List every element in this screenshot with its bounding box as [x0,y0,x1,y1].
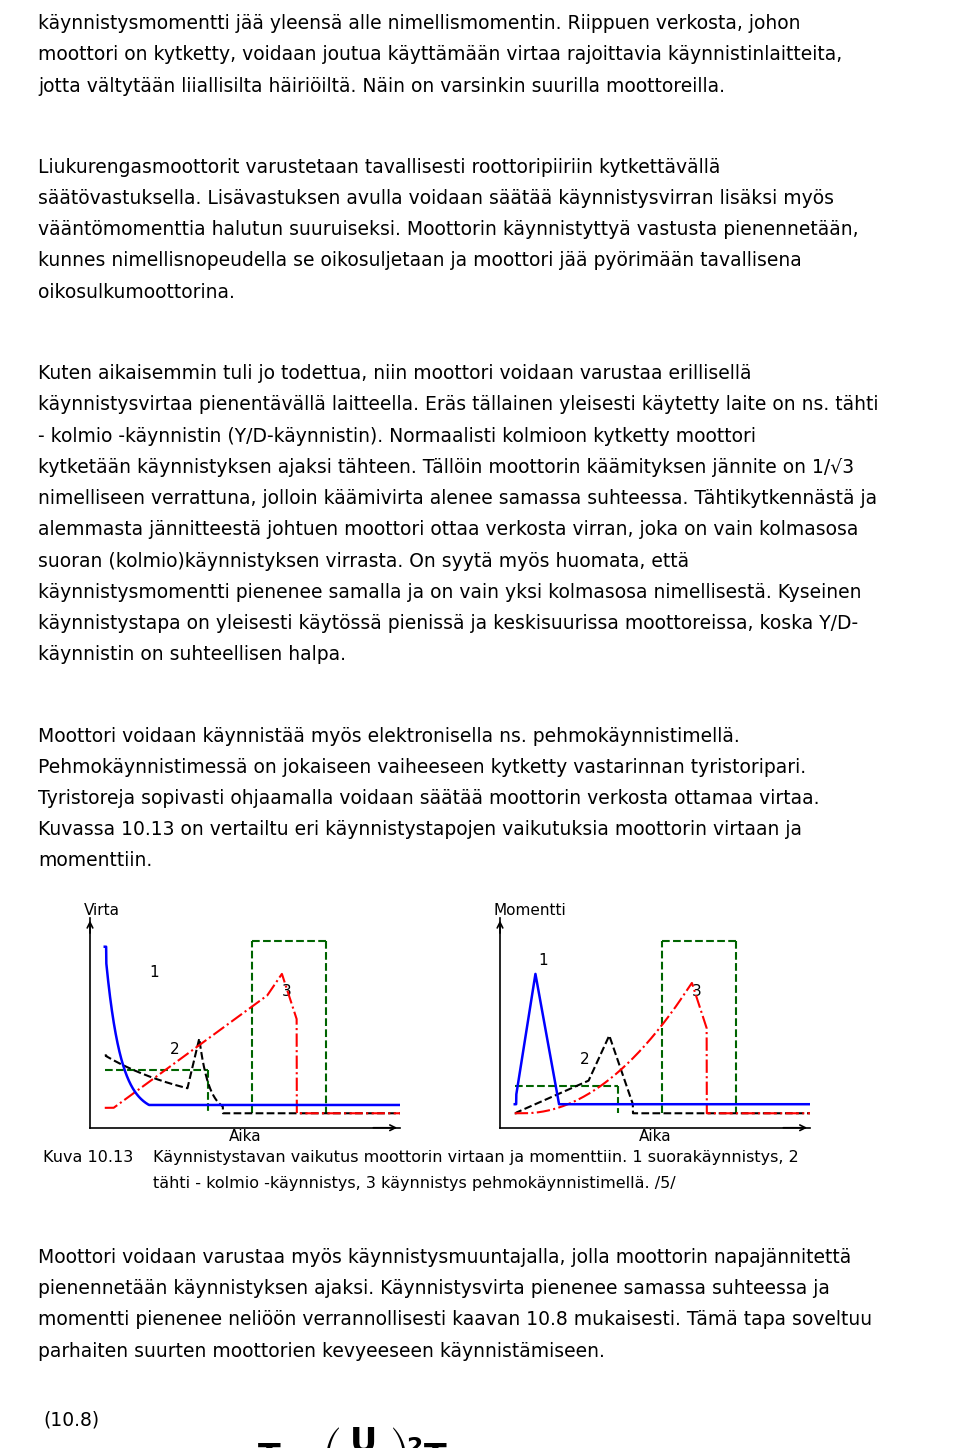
X-axis label: Aika: Aika [638,1129,671,1144]
Text: $\mathbf{T = \left(\dfrac{U}{U_n}\right)^{\!2} T_n}$: $\mathbf{T = \left(\dfrac{U}{U_n}\right)… [256,1425,464,1448]
Text: moottori on kytketty, voidaan joutua käyttämään virtaa rajoittavia käynnistinlai: moottori on kytketty, voidaan joutua käy… [38,45,842,64]
Text: 3: 3 [282,983,292,999]
Text: kytketään käynnistyksen ajaksi tähteen. Tällöin moottorin käämityksen jännite on: kytketään käynnistyksen ajaksi tähteen. … [38,458,854,476]
Text: parhaiten suurten moottorien kevyeeseen käynnistämiseen.: parhaiten suurten moottorien kevyeeseen … [38,1342,605,1361]
Text: momenttiin.: momenttiin. [38,851,153,870]
Text: Kuten aikaisemmin tuli jo todettua, niin moottori voidaan varustaa erillisellä: Kuten aikaisemmin tuli jo todettua, niin… [38,363,752,384]
Text: nimelliseen verrattuna, jolloin käämivirta alenee samassa suhteessa. Tähtikytken: nimelliseen verrattuna, jolloin käämivir… [38,489,877,508]
Text: käynnistysmomentti pienenee samalla ja on vain yksi kolmasosa nimellisestä. Kyse: käynnistysmomentti pienenee samalla ja o… [38,582,861,602]
Text: säätövastuksella. Lisävastuksen avulla voidaan säätää käynnistysvirran lisäksi m: säätövastuksella. Lisävastuksen avulla v… [38,190,834,209]
Text: Käynnistystavan vaikutus moottorin virtaan ja momenttiin. 1 suorakäynnistys, 2: Käynnistystavan vaikutus moottorin virta… [153,1150,799,1164]
Text: kunnes nimellisnopeudella se oikosuljetaan ja moottori jää pyörimään tavallisena: kunnes nimellisnopeudella se oikosuljeta… [38,252,802,271]
Text: vääntömomenttia halutun suuruiseksi. Moottorin käynnistyttyä vastusta pienennetä: vääntömomenttia halutun suuruiseksi. Moo… [38,220,858,239]
Text: 1: 1 [149,966,158,980]
Text: momentti pienenee neliöön verrannollisesti kaavan 10.8 mukaisesti. Tämä tapa sov: momentti pienenee neliöön verrannollises… [38,1310,872,1329]
Text: 2: 2 [580,1053,589,1067]
Text: käynnistysmomentti jää yleensä alle nimellismomentin. Riippuen verkosta, johon: käynnistysmomentti jää yleensä alle nime… [38,14,801,33]
Text: Tyristoreja sopivasti ohjaamalla voidaan säätää moottorin verkosta ottamaa virta: Tyristoreja sopivasti ohjaamalla voidaan… [38,789,820,808]
Text: suoran (kolmio)käynnistyksen virrasta. On syytä myös huomata, että: suoran (kolmio)käynnistyksen virrasta. O… [38,552,689,571]
Text: oikosulkumoottorina.: oikosulkumoottorina. [38,282,235,301]
Text: (10.8): (10.8) [43,1410,99,1429]
Text: - kolmio -käynnistin (Y/D-käynnistin). Normaalisti kolmioon kytketty moottori: - kolmio -käynnistin (Y/D-käynnistin). N… [38,427,756,446]
Text: Moottori voidaan käynnistää myös elektronisella ns. pehmokäynnistimellä.: Moottori voidaan käynnistää myös elektro… [38,727,740,746]
Text: 1: 1 [539,953,548,967]
Text: Moottori voidaan varustaa myös käynnistysmuuntajalla, jolla moottorin napajännit: Moottori voidaan varustaa myös käynnisty… [38,1248,852,1267]
Text: käynnistin on suhteellisen halpa.: käynnistin on suhteellisen halpa. [38,646,346,665]
Text: tähti - kolmio -käynnistys, 3 käynnistys pehmokäynnistimellä. /5/: tähti - kolmio -käynnistys, 3 käynnistys… [153,1176,676,1192]
Text: Pehmokäynnistimessä on jokaiseen vaiheeseen kytketty vastarinnan tyristoripari.: Pehmokäynnistimessä on jokaiseen vaihees… [38,757,806,776]
Text: Momentti: Momentti [493,902,566,918]
Text: 2: 2 [170,1041,180,1057]
Text: käynnistysvirtaa pienentävällä laitteella. Eräs tällainen yleisesti käytetty lai: käynnistysvirtaa pienentävällä laitteell… [38,395,878,414]
Text: pienennetään käynnistyksen ajaksi. Käynnistysvirta pienenee samassa suhteessa ja: pienennetään käynnistyksen ajaksi. Käynn… [38,1279,829,1297]
Text: Kuva 10.13: Kuva 10.13 [43,1150,133,1164]
Text: Liukurengasmoottorit varustetaan tavallisesti roottoripiiriin kytkettävällä: Liukurengasmoottorit varustetaan tavalli… [38,158,720,177]
Text: Virta: Virta [84,902,120,918]
Text: alemmasta jännitteestä johtuen moottori ottaa verkosta virran, joka on vain kolm: alemmasta jännitteestä johtuen moottori … [38,520,858,539]
Text: käynnistystapa on yleisesti käytössä pienissä ja keskisuurissa moottoreissa, kos: käynnistystapa on yleisesti käytössä pie… [38,614,858,633]
Text: 3: 3 [692,983,702,999]
Text: jotta vältytään liiallisilta häiriöiltä. Näin on varsinkin suurilla moottoreilla: jotta vältytään liiallisilta häiriöiltä.… [38,77,725,96]
Text: Kuvassa 10.13 on vertailtu eri käynnistystapojen vaikutuksia moottorin virtaan j: Kuvassa 10.13 on vertailtu eri käynnisty… [38,820,802,840]
X-axis label: Aika: Aika [228,1129,261,1144]
